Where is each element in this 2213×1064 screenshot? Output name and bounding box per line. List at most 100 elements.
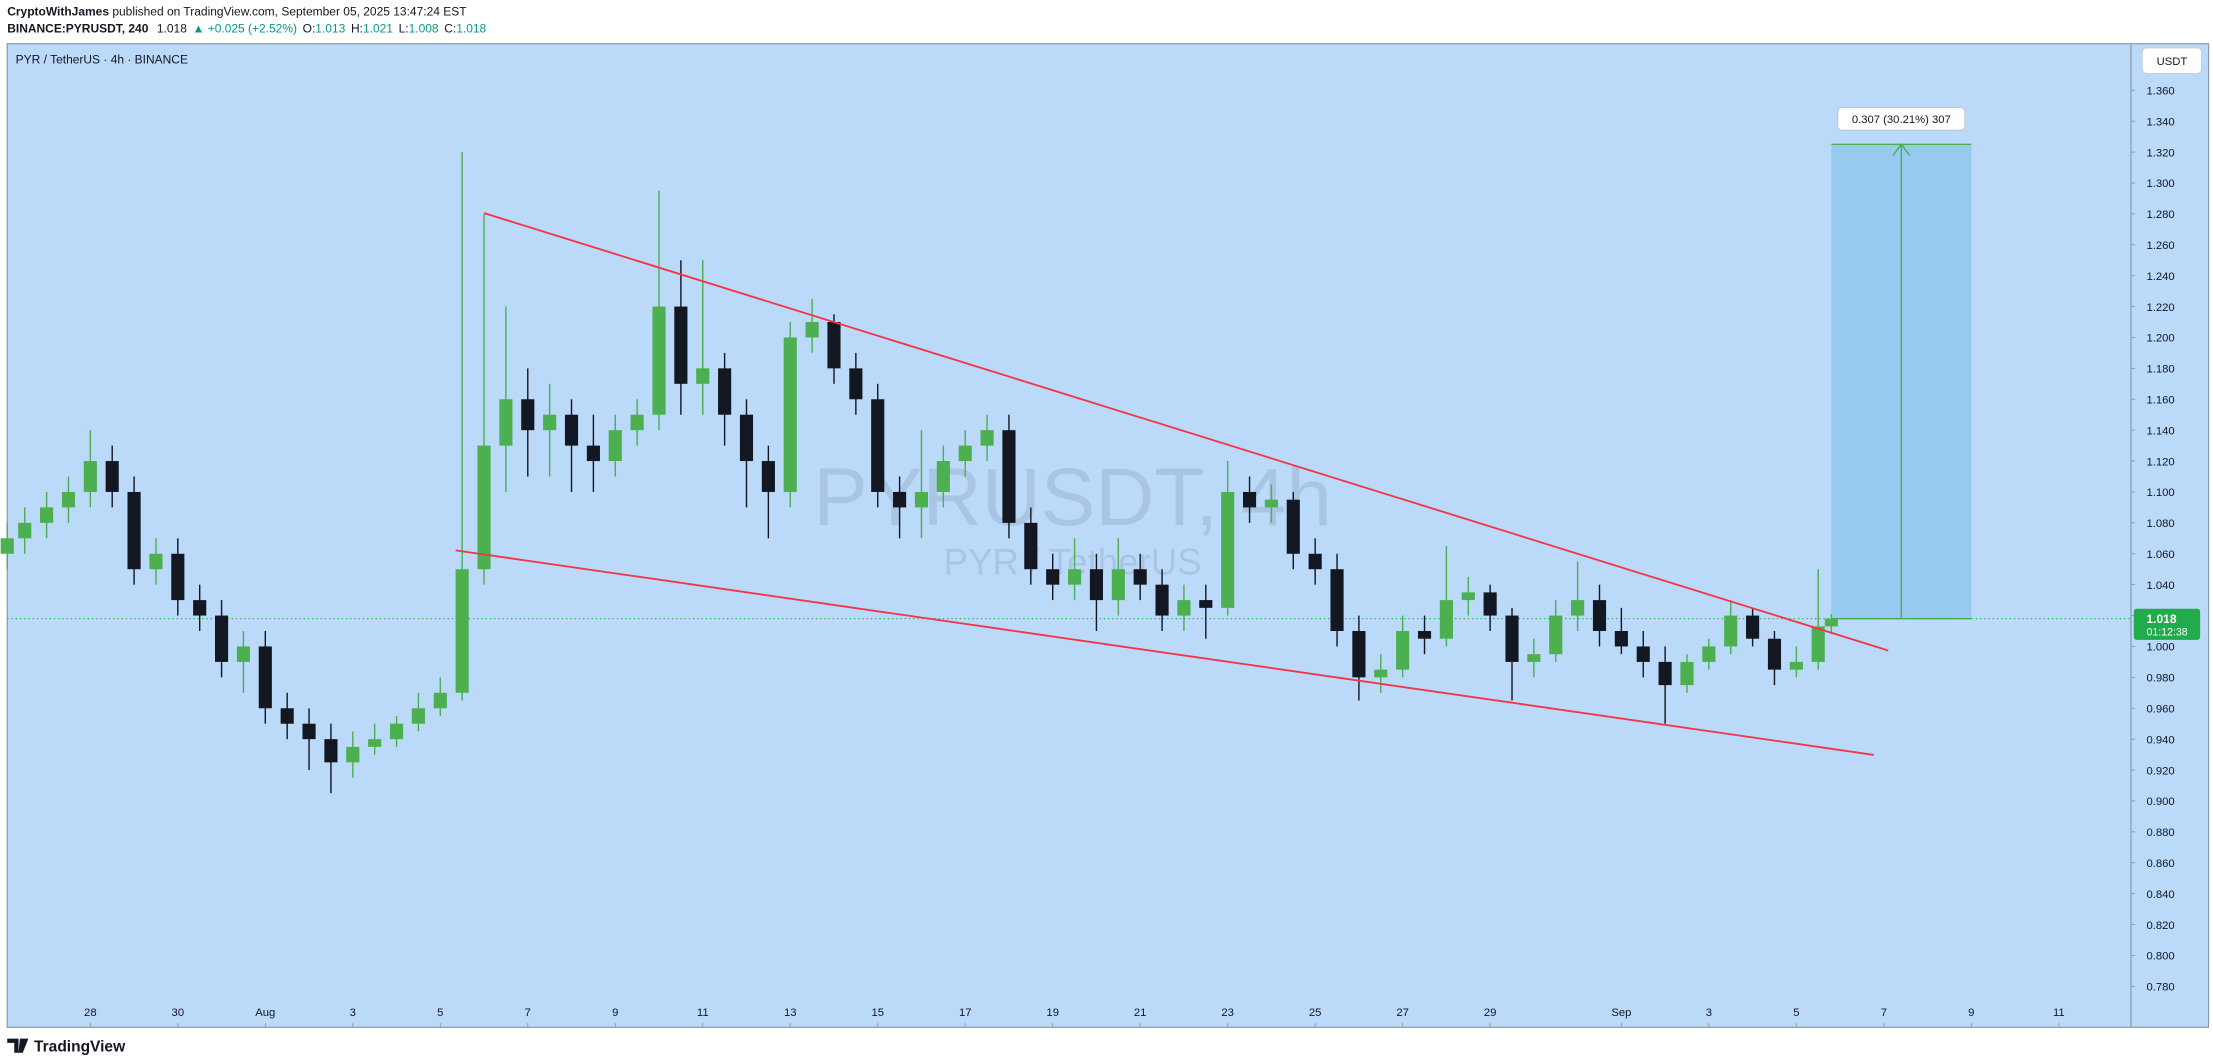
y-tick-label: 1.200 [2147,333,2175,345]
candle-body [1199,600,1213,608]
price-label-box [2133,608,2201,640]
candle-body [936,461,950,492]
candle-body [1592,600,1607,632]
candle-body [739,414,754,462]
x-tick-label: 19 [1046,1007,1059,1019]
published: published on TradingView.com, September … [109,5,467,19]
y-tick-label: 1.120 [2147,456,2175,468]
y-tick-label: 1.140 [2147,425,2175,437]
candle-body [215,615,229,662]
x-tick-label: 15 [871,1007,884,1019]
candle-body [608,430,622,462]
y-tick-label: 1.360 [2147,85,2175,97]
y-tick-label: 0.960 [2147,703,2175,715]
candle-body [1811,626,1825,662]
position-label: 0.307 (30.21%) 307 [1852,114,1951,126]
x-tick-label: 29 [1484,1007,1497,1019]
y-tick-label: 0.900 [2147,796,2175,808]
ohlc-value: 1.008 [409,21,439,35]
candle-body [1461,592,1475,601]
candle-body [1658,661,1672,686]
position-label-box [1837,107,1966,131]
candle-body [1549,615,1563,655]
candle-body [1702,646,1716,662]
candle-body [652,306,666,415]
candle-body [1264,499,1278,508]
x-tick-label: 11 [2053,1007,2065,1019]
candle-body [1439,600,1453,639]
logo-icon [7,1038,29,1053]
candle-body [674,306,688,384]
x-tick-label: 30 [172,1007,185,1019]
candle-body [1242,491,1257,508]
candle-body [433,692,447,709]
y-tick-label: 1.100 [2147,487,2175,499]
candle-body [193,600,207,616]
candle-body [630,414,644,431]
candle-body [1571,600,1585,616]
candle-body [127,491,141,570]
footer: TradingView [34,1038,126,1055]
header-line-2: BINANCE:PYRUSDT, 240 1.018 ▲ +0.025 (+2.52… [7,21,486,35]
candle-body [1483,592,1497,616]
y-tick-label: 1.260 [2147,240,2175,252]
y-tick-label: 1.220 [2147,302,2175,314]
x-tick-label: 7 [525,1007,531,1019]
candle-body [718,368,732,415]
currency[interactable]: USDT [2157,56,2188,68]
y-tick-label: 1.160 [2147,394,2175,406]
candle-body [1417,631,1432,639]
ohlc-value: 1.021 [363,21,393,35]
candle-body [893,491,907,508]
candle-body [521,399,535,431]
candle-body [827,322,841,369]
candle-body [171,553,185,601]
candle-body [1330,569,1344,632]
candle-body [564,414,579,446]
y-tick-label: 0.920 [2147,765,2175,777]
x-tick-label: 25 [1309,1007,1322,1019]
trendline [483,212,1889,652]
candle-body [105,461,119,492]
candle-body [1155,584,1169,616]
x-tick-label: 7 [1881,1007,1887,1019]
candle-body [1824,618,1838,627]
candle-body [871,399,885,492]
currency-button[interactable] [2141,47,2202,74]
candle-body [18,522,32,539]
y-tick-label: 0.860 [2147,858,2175,870]
candle-body [1636,646,1650,662]
ohlc-label: O: [303,21,316,35]
candle-body [761,461,775,492]
candle-body [1286,499,1300,554]
x-tick-label: 11 [697,1007,709,1019]
candle-body [1746,615,1760,639]
candle-body [1221,491,1235,608]
y-tick-label: 1.320 [2147,147,2175,159]
header-line-1: CryptoWithJames published on TradingView… [7,5,467,19]
candle-body [914,491,929,508]
y-tick-label: 0.840 [2147,889,2175,901]
candle-body [61,491,76,508]
candle-body [1352,631,1366,678]
x-tick-label: 23 [1221,1007,1234,1019]
candle-body [783,337,797,492]
y-tick-label: 1.000 [2147,642,2175,654]
symbol: BINANCE:PYRUSDT, 240 [7,21,149,35]
x-tick-label: 21 [1134,1007,1147,1019]
candle-body [849,368,863,400]
candle-body [1789,661,1803,670]
candle-body [455,569,469,693]
candle-body [1680,661,1694,686]
arrow-head [1892,143,1911,157]
x-tick-label: Sep [1611,1007,1631,1019]
candle-body [258,646,272,709]
candle-body [980,430,994,446]
candle-body [543,414,557,431]
candle-body [1068,569,1082,585]
x-tick-label: 9 [612,1007,618,1019]
candle-body [1505,615,1519,662]
y-tick-label: 0.800 [2147,951,2175,963]
candle-body [1133,569,1147,585]
